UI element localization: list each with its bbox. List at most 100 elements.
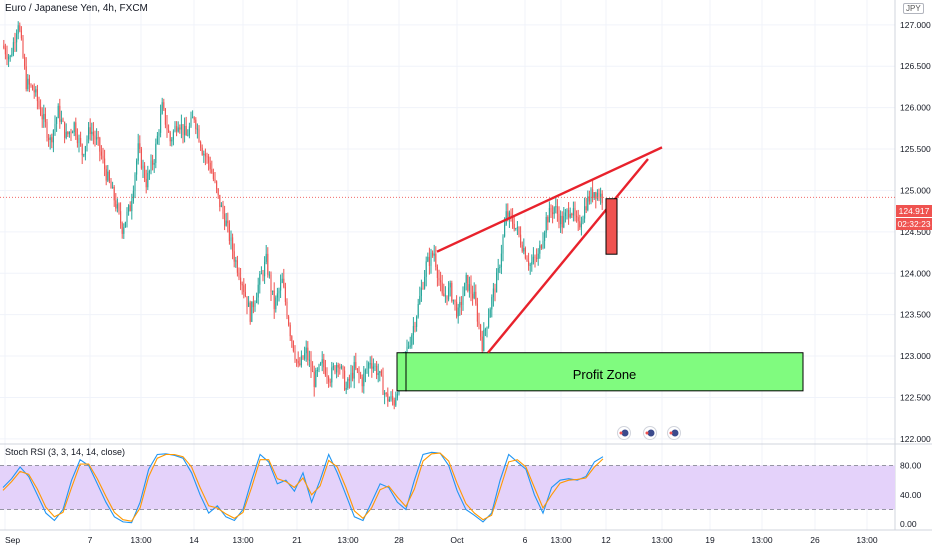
candle-body <box>252 301 254 308</box>
candle-body <box>502 236 504 254</box>
rsi-tick-label: 80.00 <box>900 461 922 471</box>
candle-body <box>312 370 314 373</box>
candle-body <box>518 226 520 235</box>
candle-body <box>513 223 515 230</box>
candle-body <box>531 261 533 265</box>
wedge-lower-trendline[interactable] <box>487 158 649 354</box>
candle-body <box>305 347 307 354</box>
candle-body <box>192 117 194 119</box>
time-axis[interactable]: Sep 7 13:00 14 13:00 21 13:00 28 Oct 6 13:00 12 13:0… <box>5 535 878 545</box>
candle-body <box>504 224 506 237</box>
time-tick-label: 13:00 <box>232 535 254 545</box>
candle-body <box>507 211 509 219</box>
candle-body <box>324 367 326 376</box>
candle-body <box>534 256 536 258</box>
candle-body <box>84 146 86 155</box>
candle-body <box>366 368 368 370</box>
candle-body <box>81 144 83 156</box>
candle-body <box>566 209 568 213</box>
candle-body <box>585 206 587 210</box>
candle-body <box>480 324 482 337</box>
candle-body <box>72 132 74 134</box>
candle-body <box>25 66 27 90</box>
price-tick-label: 123.000 <box>900 351 931 361</box>
candle-body <box>240 277 242 284</box>
candle-body <box>299 363 301 366</box>
candle-body <box>164 108 166 125</box>
candle-body <box>561 215 563 228</box>
time-tick-label: 13:00 <box>856 535 878 545</box>
candle-body <box>411 335 413 346</box>
idea-icon-1-mark <box>619 431 623 435</box>
candle-body <box>262 273 264 277</box>
candle-body <box>468 284 470 291</box>
candle-body <box>278 290 280 294</box>
candle-body <box>145 178 147 188</box>
candle-body <box>540 245 542 249</box>
candle-body <box>427 256 429 262</box>
candle-body <box>488 317 490 328</box>
candle-body <box>584 206 586 219</box>
candle-body <box>457 307 459 317</box>
time-tick-label: Sep <box>5 535 20 545</box>
candle-body <box>332 366 334 368</box>
candle-body <box>97 137 99 139</box>
candle-body <box>408 346 410 348</box>
candle-body <box>452 299 454 302</box>
candle-body <box>524 248 526 259</box>
rsi-axis[interactable]: 0.00 40.00 80.00 <box>900 461 922 530</box>
candle-body <box>344 370 346 390</box>
candle-body <box>576 215 578 218</box>
candle-body <box>113 186 115 201</box>
candle-body <box>206 156 208 158</box>
candle-body <box>419 295 421 305</box>
candle-body <box>20 30 22 39</box>
candle-body <box>76 135 78 144</box>
candle-body <box>238 272 240 278</box>
candle-body <box>188 126 190 136</box>
candle-body <box>572 208 574 216</box>
currency-badge[interactable]: JPY <box>903 3 924 14</box>
candle-body <box>548 208 550 223</box>
candle-body <box>302 355 304 359</box>
candle-body <box>435 253 437 268</box>
candle-body <box>396 393 398 398</box>
candle-body <box>571 213 573 216</box>
idea-icons[interactable] <box>617 426 681 440</box>
projected-drop-box[interactable] <box>605 198 618 255</box>
wedge-upper-trendline[interactable] <box>436 146 663 253</box>
time-tick-label: 21 <box>292 535 302 545</box>
candle-body <box>187 135 189 137</box>
candle-body <box>595 192 597 199</box>
candle-body <box>142 165 144 169</box>
candle-body <box>3 45 5 49</box>
idea-icon-2-dot <box>647 429 655 437</box>
candle-body <box>481 336 483 351</box>
candle-body <box>337 365 339 368</box>
candle-body <box>355 362 357 369</box>
candle-body <box>264 261 266 277</box>
candle-body <box>352 372 354 379</box>
candle-body <box>208 156 210 163</box>
candle-body <box>144 165 146 179</box>
candle-body <box>276 293 278 298</box>
candle-body <box>68 131 70 135</box>
candle-body <box>48 137 50 141</box>
candle-body <box>12 42 14 55</box>
candle-body <box>553 207 555 215</box>
candle-body <box>345 387 347 390</box>
candle-body <box>236 260 238 273</box>
candle-body <box>116 204 118 209</box>
candle-body <box>372 366 374 369</box>
candle-body <box>392 395 394 401</box>
candle-body <box>590 189 592 202</box>
price-axis[interactable]: 122.000 122.500 123.000 123.500 124.000 124.5… <box>900 0 931 444</box>
candle-body <box>528 261 530 266</box>
idea-icon-2-mark <box>645 431 649 435</box>
candle-body <box>536 257 538 259</box>
price-tick-label: 127.000 <box>900 20 931 30</box>
candle-body <box>281 278 283 283</box>
profit-zone-box[interactable] <box>405 352 804 392</box>
candle-body <box>300 355 302 366</box>
